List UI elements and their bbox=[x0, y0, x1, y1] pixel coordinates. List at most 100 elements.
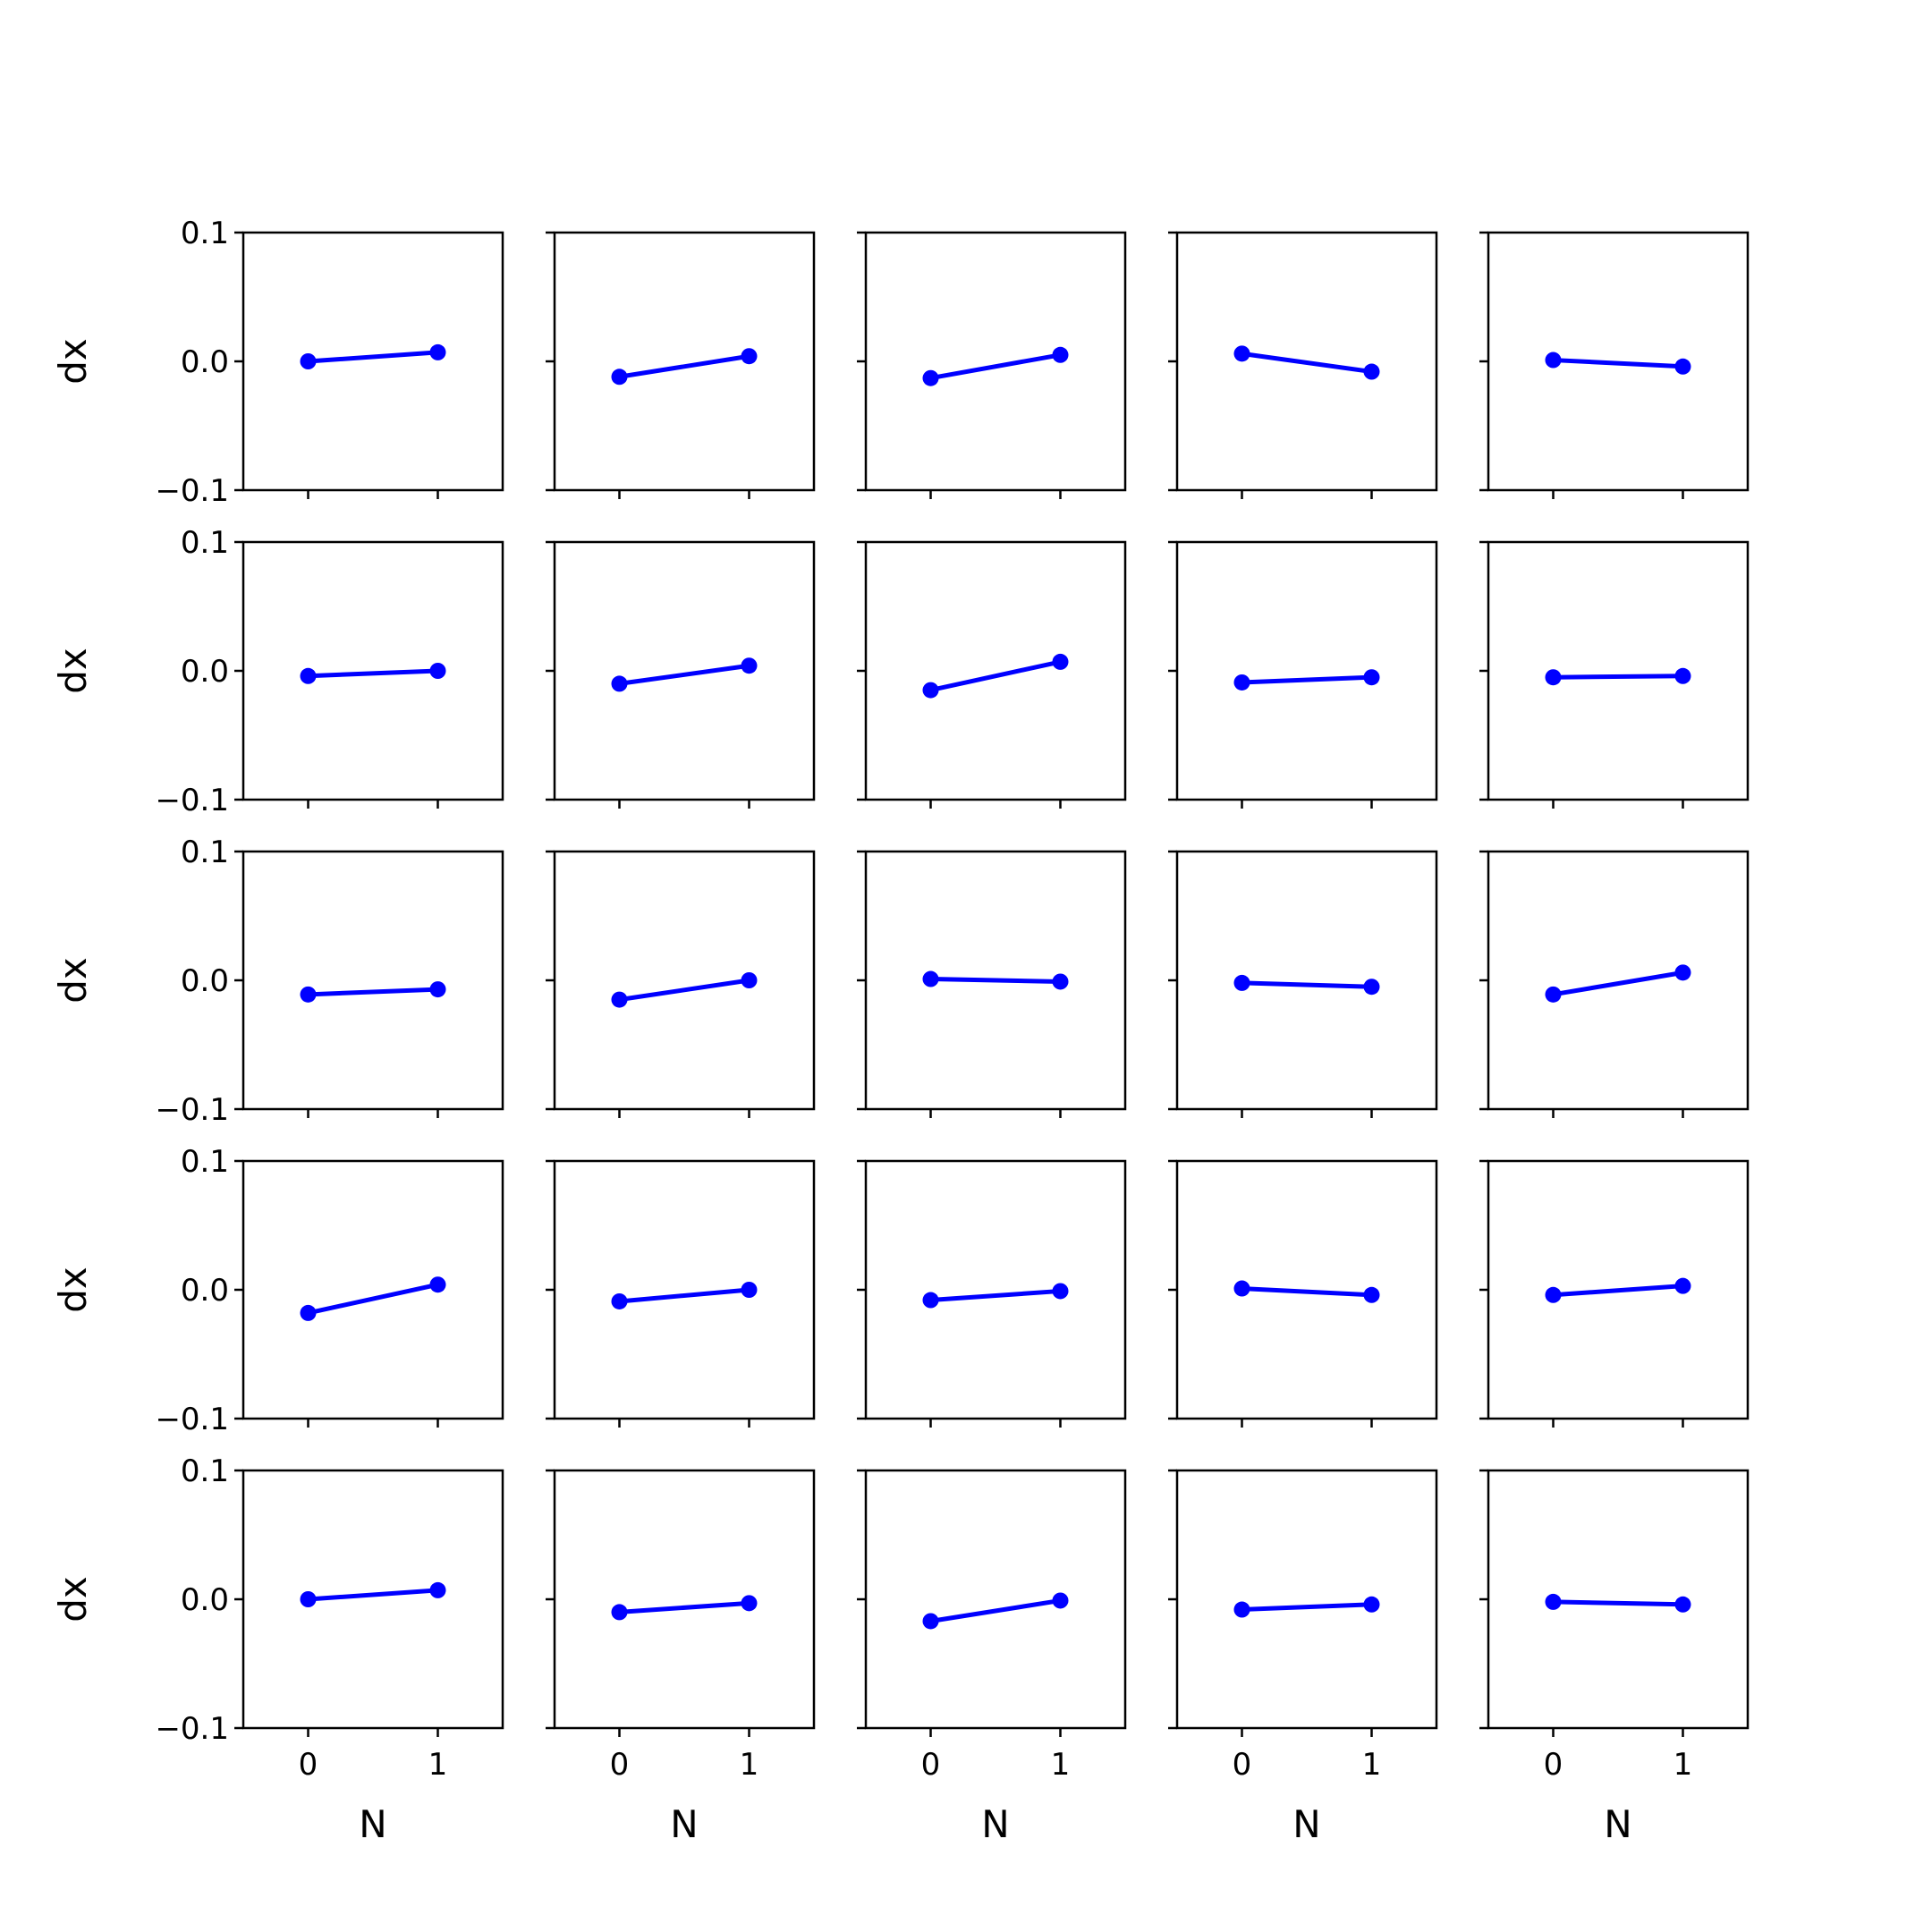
x-tick-label: 1 bbox=[740, 1747, 759, 1783]
subplot-r1-c1: 0.1 0.0 −0.1 dx bbox=[51, 216, 504, 509]
data-point bbox=[429, 1581, 446, 1598]
subplot-r3-c2 bbox=[546, 850, 816, 1118]
x-tick-label: 1 bbox=[1362, 1747, 1382, 1783]
y-tick-label: 0.1 bbox=[181, 1144, 229, 1180]
subplot-r3-c4 bbox=[1168, 850, 1438, 1118]
x-tick-label: 0 bbox=[610, 1747, 630, 1783]
subplot-r5-c1: 0.1 0.0 −0.1 0 1 dx N bbox=[51, 1453, 504, 1846]
data-point bbox=[1233, 1601, 1250, 1618]
x-tick-label: 0 bbox=[1544, 1747, 1563, 1783]
data-point bbox=[741, 1282, 758, 1298]
plot-frame bbox=[242, 540, 504, 801]
plot-frame bbox=[553, 1159, 816, 1420]
data-point bbox=[300, 986, 317, 1003]
subplot-r1-c3 bbox=[857, 231, 1127, 499]
subplot-r1-c2 bbox=[546, 231, 816, 499]
y-tick-label: 0.0 bbox=[181, 344, 229, 380]
data-point bbox=[611, 991, 628, 1008]
subplot-r2-c5 bbox=[1479, 540, 1750, 809]
x-tick-label: 0 bbox=[299, 1747, 318, 1783]
data-point bbox=[922, 1613, 939, 1630]
series-line bbox=[308, 668, 438, 679]
plot-frame bbox=[1175, 1469, 1438, 1730]
data-point bbox=[1674, 964, 1691, 981]
data-point bbox=[1363, 1286, 1380, 1303]
data-point bbox=[1363, 979, 1380, 996]
data-point bbox=[741, 1595, 758, 1612]
series-line bbox=[929, 659, 1062, 693]
x-tick-label: 1 bbox=[1051, 1747, 1071, 1783]
data-point bbox=[1233, 674, 1250, 691]
subplot-r2-c2 bbox=[546, 540, 816, 809]
data-point bbox=[1545, 352, 1562, 369]
data-point bbox=[1233, 345, 1250, 362]
data-point bbox=[429, 981, 446, 998]
data-point bbox=[611, 1292, 628, 1309]
subplot-r3-c3 bbox=[857, 850, 1127, 1118]
data-point bbox=[611, 369, 628, 386]
x-axis-label: N bbox=[670, 1802, 698, 1846]
data-point bbox=[741, 657, 758, 674]
data-point bbox=[300, 667, 317, 684]
x-axis-label: N bbox=[981, 1802, 1009, 1846]
data-point bbox=[300, 1304, 317, 1321]
series-line bbox=[619, 353, 750, 379]
x-axis-label: N bbox=[1292, 1802, 1320, 1846]
y-tick-label: 0.1 bbox=[181, 835, 229, 870]
data-point bbox=[741, 972, 758, 988]
y-tick-label: 0.1 bbox=[181, 216, 229, 251]
data-point bbox=[1052, 653, 1069, 670]
series-line bbox=[308, 987, 438, 997]
data-point bbox=[1052, 1592, 1069, 1609]
series-line bbox=[1553, 358, 1683, 369]
plot-frame bbox=[242, 231, 504, 492]
data-point bbox=[429, 663, 446, 679]
y-tick-label: 0.0 bbox=[181, 1273, 229, 1309]
subplot-r2-c1: 0.1 0.0 −0.1 dx bbox=[51, 525, 504, 818]
y-tick-label: −0.1 bbox=[155, 783, 229, 818]
subplot-r3-c5 bbox=[1479, 850, 1750, 1118]
data-point bbox=[1052, 973, 1069, 990]
data-point bbox=[1233, 974, 1250, 991]
y-tick-label: −0.1 bbox=[155, 1092, 229, 1128]
subplot-r4-c5 bbox=[1479, 1159, 1750, 1428]
subplot-r3-c1: 0.1 0.0 −0.1 dx bbox=[51, 835, 504, 1128]
data-point bbox=[922, 682, 939, 699]
data-point bbox=[1052, 1283, 1069, 1300]
plot-frame bbox=[242, 850, 504, 1111]
data-point bbox=[1674, 1596, 1691, 1613]
plot-frame bbox=[242, 1469, 504, 1730]
series-line bbox=[1553, 1599, 1683, 1607]
data-point bbox=[1674, 358, 1691, 375]
y-axis-label: dx bbox=[51, 338, 95, 385]
subplot-r5-c3: 0 1 N bbox=[857, 1469, 1127, 1846]
series-line bbox=[308, 1588, 438, 1602]
series-line bbox=[1241, 674, 1372, 685]
x-axis-label: N bbox=[1604, 1802, 1631, 1846]
series-line bbox=[619, 663, 750, 686]
plot-frame bbox=[1175, 540, 1438, 801]
series-line bbox=[930, 1288, 1061, 1303]
plot-frame bbox=[553, 231, 816, 492]
data-point bbox=[1674, 1277, 1691, 1294]
y-tick-label: 0.1 bbox=[181, 1453, 229, 1489]
y-axis-label: dx bbox=[51, 957, 95, 1004]
data-point bbox=[922, 1292, 939, 1309]
x-tick-label: 1 bbox=[428, 1747, 448, 1783]
y-tick-label: −0.1 bbox=[155, 1711, 229, 1747]
series-line bbox=[1241, 1286, 1372, 1298]
data-point bbox=[1674, 667, 1691, 684]
x-axis-label: N bbox=[359, 1802, 386, 1846]
x-tick-label: 1 bbox=[1674, 1747, 1693, 1783]
data-point bbox=[300, 1591, 317, 1607]
data-point bbox=[1233, 1280, 1250, 1297]
plot-frame bbox=[864, 1469, 1127, 1730]
subplot-r5-c4: 0 1 N bbox=[1168, 1469, 1438, 1846]
plot-frame bbox=[1487, 540, 1750, 801]
series-line bbox=[930, 977, 1061, 984]
subplot-r4-c3 bbox=[857, 1159, 1127, 1428]
data-point bbox=[1363, 669, 1380, 686]
data-point bbox=[300, 353, 317, 369]
data-point bbox=[1545, 1286, 1562, 1303]
subplot-r4-c1: 0.1 0.0 −0.1 dx bbox=[51, 1144, 504, 1437]
